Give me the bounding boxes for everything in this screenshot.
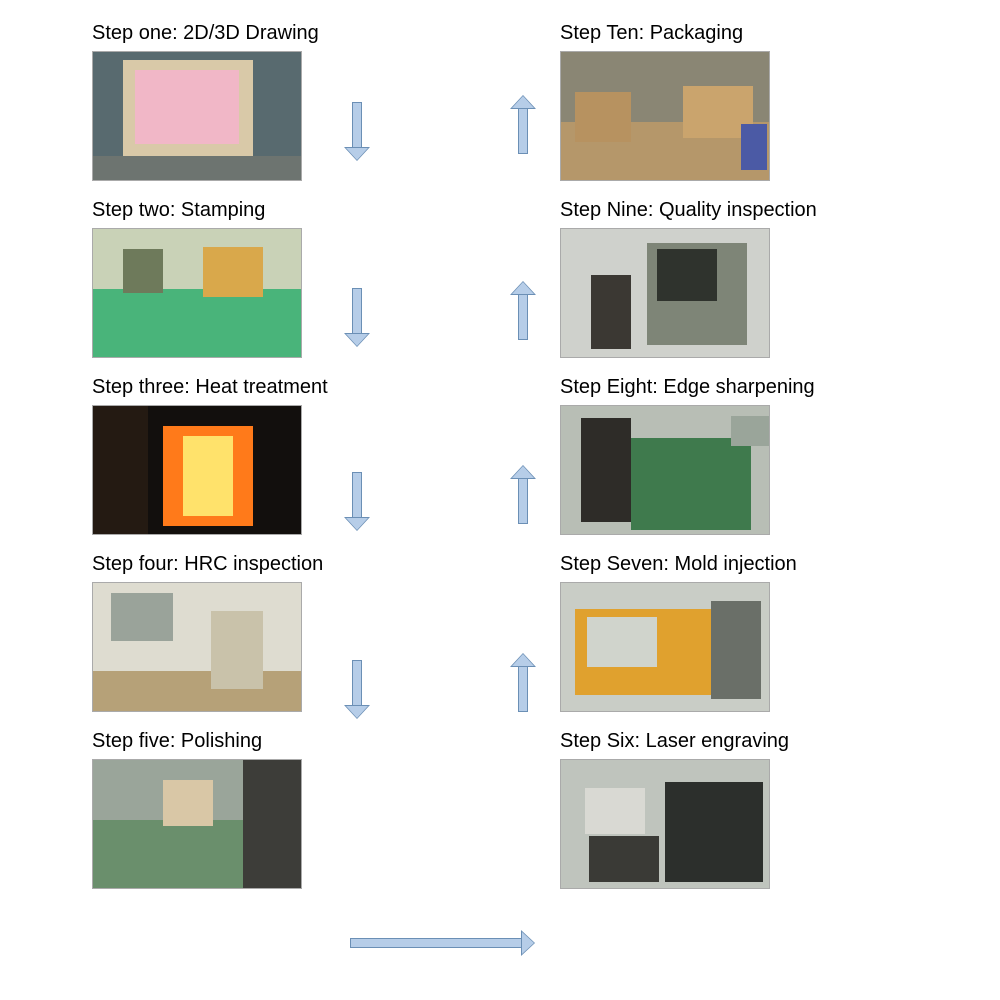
right-column: Step Ten: Packaging Step Nine: Quality i…: [560, 22, 940, 907]
step-5: Step five: Polishing: [92, 730, 472, 889]
arrow-right-icon: [344, 930, 534, 956]
step-9: Step Nine: Quality inspection: [560, 199, 940, 358]
arrow-up-icon: [510, 282, 536, 346]
step-4-label: Step four: HRC inspection: [92, 553, 472, 576]
step-10: Step Ten: Packaging: [560, 22, 940, 181]
arrow-up-icon: [510, 654, 536, 718]
step-7-photo: [560, 582, 770, 712]
step-10-photo: [560, 51, 770, 181]
step-10-label: Step Ten: Packaging: [560, 22, 940, 45]
step-3-label: Step three: Heat treatment: [92, 376, 472, 399]
arrow-up-icon: [510, 96, 536, 160]
arrow-down-icon: [344, 282, 370, 346]
step-5-photo: [92, 759, 302, 889]
step-6: Step Six: Laser engraving: [560, 730, 940, 889]
step-6-photo: [560, 759, 770, 889]
step-9-label: Step Nine: Quality inspection: [560, 199, 940, 222]
step-2: Step two: Stamping: [92, 199, 472, 358]
step-9-photo: [560, 228, 770, 358]
step-1: Step one: 2D/3D Drawing: [92, 22, 472, 181]
arrow-up-icon: [510, 466, 536, 530]
step-1-photo: [92, 51, 302, 181]
step-7: Step Seven: Mold injection: [560, 553, 940, 712]
step-2-label: Step two: Stamping: [92, 199, 472, 222]
step-7-label: Step Seven: Mold injection: [560, 553, 940, 576]
step-8-label: Step Eight: Edge sharpening: [560, 376, 940, 399]
step-4-photo: [92, 582, 302, 712]
step-3: Step three: Heat treatment: [92, 376, 472, 535]
left-column: Step one: 2D/3D Drawing Step two: Stampi…: [92, 22, 472, 907]
arrow-down-icon: [344, 654, 370, 718]
step-8-photo: [560, 405, 770, 535]
arrow-down-icon: [344, 466, 370, 530]
step-5-label: Step five: Polishing: [92, 730, 472, 753]
step-4: Step four: HRC inspection: [92, 553, 472, 712]
step-2-photo: [92, 228, 302, 358]
process-flow-diagram: Step one: 2D/3D Drawing Step two: Stampi…: [0, 0, 1000, 1000]
step-3-photo: [92, 405, 302, 535]
arrow-down-icon: [344, 96, 370, 160]
step-8: Step Eight: Edge sharpening: [560, 376, 940, 535]
step-6-label: Step Six: Laser engraving: [560, 730, 940, 753]
step-1-label: Step one: 2D/3D Drawing: [92, 22, 472, 45]
